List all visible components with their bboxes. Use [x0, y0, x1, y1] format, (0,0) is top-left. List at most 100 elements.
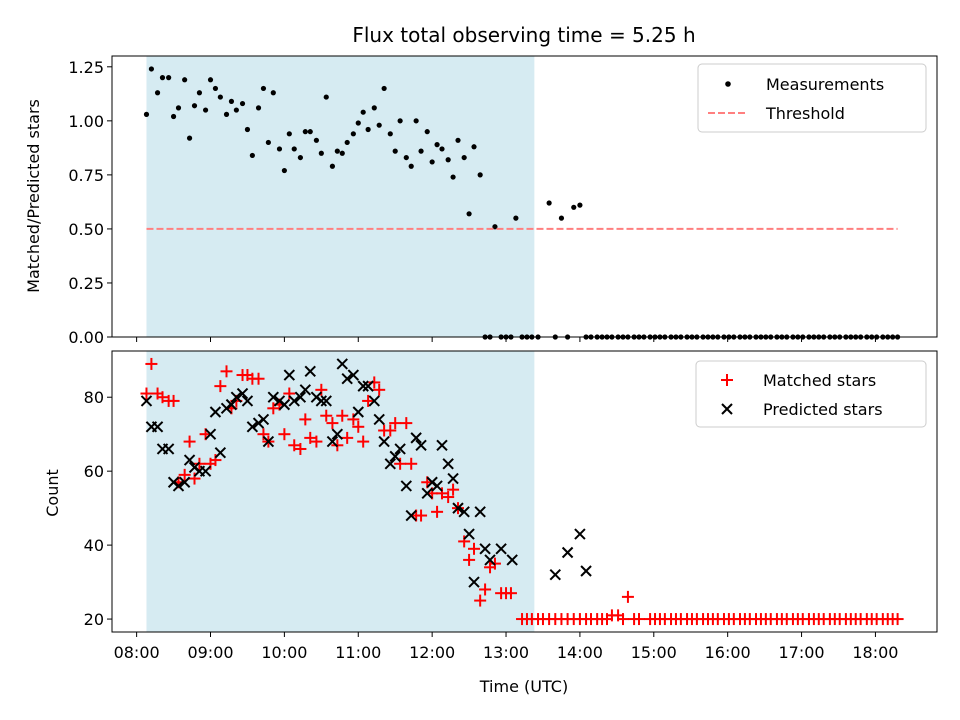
measurement-point: [297, 154, 303, 161]
measurement-point: [392, 148, 398, 154]
predicted-stars-point: [315, 395, 328, 407]
matched-stars-point: [167, 394, 180, 407]
predicted-stars-point: [405, 509, 417, 522]
measurement-point: [166, 75, 172, 81]
matched-stars-point: [447, 483, 460, 496]
matched-stars-point: [504, 587, 517, 600]
predicted-stars-point: [246, 421, 259, 433]
matched-stars-point: [617, 613, 630, 626]
matched-stars-point: [188, 472, 201, 485]
measurement-point: [344, 139, 350, 146]
measurement-point: [577, 202, 583, 208]
measurement-point: [323, 94, 329, 100]
measurement-point: [424, 129, 430, 135]
matched-stars-point: [394, 457, 407, 470]
top-y-axis-label: Matched/Predicted stars: [24, 99, 43, 293]
predicted-stars-point: [320, 395, 332, 407]
predicted-stars-point: [436, 439, 448, 451]
predicted-stars-point: [474, 506, 486, 518]
bot-y-tick-label: 20: [84, 610, 104, 629]
measurement-point: [307, 129, 313, 135]
predicted-stars-point: [331, 428, 344, 440]
measurement-point: [281, 167, 287, 174]
measurement-point: [492, 224, 498, 230]
matched-stars-point: [294, 442, 307, 455]
matched-stars-point: [209, 454, 222, 467]
bot-y-tick-label: 60: [84, 462, 104, 481]
predicted-stars-point: [225, 398, 238, 411]
predicted-stars-point: [452, 502, 464, 514]
measurement-point: [265, 139, 271, 146]
matched-stars-point: [362, 394, 375, 407]
measurement-point: [217, 94, 223, 100]
matched-stars-point: [267, 402, 280, 415]
matched-stars-point: [278, 428, 291, 441]
predicted-stars-point: [209, 406, 222, 418]
measurement-point: [228, 98, 235, 104]
predicted-stars-point: [241, 395, 254, 407]
matched-stars-point: [315, 383, 328, 396]
measurement-point: [270, 90, 276, 96]
top-y-tick-label: 1.25: [68, 58, 104, 77]
matched-stars-point: [384, 424, 397, 437]
predicted-stars-point: [162, 443, 175, 455]
predicted-stars-point: [442, 458, 454, 470]
legend-threshold-label: Threshold: [765, 104, 845, 123]
predicted-stars-point: [283, 369, 296, 381]
measurement-point: [445, 157, 451, 163]
matched-stars-point: [214, 380, 227, 393]
matched-stars-point: [304, 431, 317, 444]
predicted-stars-point: [468, 576, 480, 588]
matched-stars-point: [621, 590, 634, 603]
matched-stars-point: [415, 509, 428, 522]
matched-stars-point: [299, 413, 312, 426]
measurement-point: [255, 105, 262, 111]
top-axes-frame: [111, 55, 938, 338]
bottom-x-ticks: 08:00 09:00 10:00 11:00 12:00 13:00 14:00 15:00…: [114, 632, 898, 662]
bot-y-tick-label: 80: [84, 388, 104, 407]
measurement-point: [365, 126, 371, 133]
predicted-stars-point: [178, 476, 191, 488]
matched-stars-point: [468, 542, 481, 555]
measurement-point: [429, 159, 435, 165]
legend-measurements-label: Measurements: [766, 75, 884, 94]
predicted-stars-point: [362, 380, 374, 392]
bot-y-tick-label: 40: [84, 536, 104, 555]
matched-stars-point: [326, 417, 339, 430]
predicted-stars-point: [172, 480, 185, 492]
measurement-point: [477, 172, 483, 178]
predicted-stars-point: [151, 421, 164, 433]
matched-stars-point: [257, 428, 270, 441]
measurement-point: [186, 135, 193, 141]
bottom-y-axis-label: Count: [43, 469, 62, 517]
top-legend-box: [697, 63, 927, 133]
predicted-stars-point: [288, 395, 300, 407]
measurement-point: [558, 215, 565, 221]
measurement-point: [170, 113, 177, 120]
predicted-stars-point: [458, 506, 470, 518]
x-tick-label: 14:00: [557, 643, 603, 662]
predicted-stars-point: [140, 395, 153, 407]
predicted-stars-point: [389, 450, 401, 463]
matched-stars-point: [463, 553, 476, 566]
predicted-stars-point: [400, 480, 412, 492]
matched-stars-point: [183, 435, 196, 448]
x-axis-label: Time (UTC): [479, 677, 568, 696]
measurement-point: [202, 107, 209, 113]
measurement-point: [413, 118, 419, 124]
bottom-observing-span: [146, 351, 535, 632]
measurement-point: [350, 131, 356, 137]
predicted-stars-point: [326, 435, 339, 448]
predicted-stars-point: [294, 391, 307, 403]
matched-stars-point: [474, 594, 487, 607]
measurement-point: [260, 85, 267, 92]
matched-stars-point: [357, 435, 370, 448]
predicted-stars-point: [347, 369, 360, 381]
matched-stars-point: [479, 583, 492, 596]
matched-stars-point: [368, 376, 381, 389]
x-tick-label: 15:00: [631, 643, 677, 662]
measurement-point: [329, 163, 336, 169]
x-tick-label: 09:00: [187, 643, 233, 662]
matched-stars-point: [373, 383, 386, 396]
matched-stars-point: [341, 431, 354, 444]
